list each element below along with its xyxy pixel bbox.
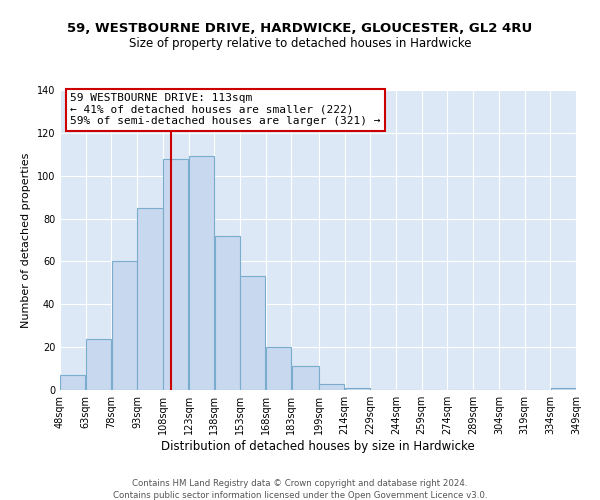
X-axis label: Distribution of detached houses by size in Hardwicke: Distribution of detached houses by size …: [161, 440, 475, 453]
Bar: [345, 388, 370, 390]
Bar: [112, 262, 137, 390]
Bar: [551, 388, 576, 390]
Text: Contains HM Land Registry data © Crown copyright and database right 2024.: Contains HM Land Registry data © Crown c…: [132, 479, 468, 488]
Y-axis label: Number of detached properties: Number of detached properties: [21, 152, 31, 328]
Bar: [215, 236, 240, 390]
Bar: [189, 156, 214, 390]
Bar: [266, 347, 291, 390]
Bar: [163, 158, 188, 390]
Bar: [86, 338, 111, 390]
Bar: [292, 366, 319, 390]
Text: 59, WESTBOURNE DRIVE, HARDWICKE, GLOUCESTER, GL2 4RU: 59, WESTBOURNE DRIVE, HARDWICKE, GLOUCES…: [67, 22, 533, 36]
Bar: [240, 276, 265, 390]
Text: 59 WESTBOURNE DRIVE: 113sqm
← 41% of detached houses are smaller (222)
59% of se: 59 WESTBOURNE DRIVE: 113sqm ← 41% of det…: [70, 93, 381, 126]
Bar: [137, 208, 163, 390]
Text: Size of property relative to detached houses in Hardwicke: Size of property relative to detached ho…: [129, 38, 471, 51]
Bar: [319, 384, 344, 390]
Bar: [60, 375, 85, 390]
Text: Contains public sector information licensed under the Open Government Licence v3: Contains public sector information licen…: [113, 491, 487, 500]
